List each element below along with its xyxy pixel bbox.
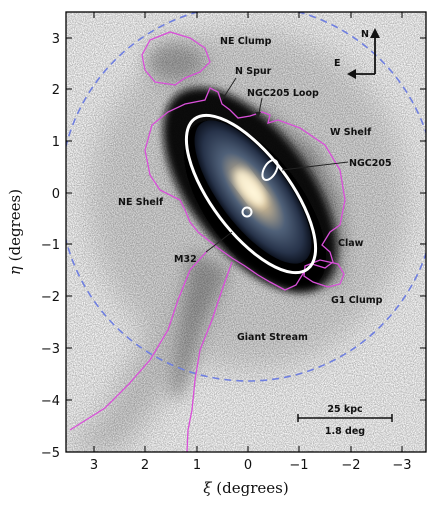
disk-ellipse: [184, 113, 318, 275]
y-tick-label: 1: [52, 135, 60, 150]
label-g1-clump: G1 Clump: [331, 295, 383, 306]
y-tick-label: −2: [41, 290, 60, 305]
g1-clump-contour: [303, 259, 345, 288]
x-tick-label: −3: [392, 458, 411, 473]
label-w-shelf: W Shelf: [330, 127, 372, 138]
x-tick-labels: 3 2 1 0 −1 −2 −3: [90, 458, 412, 473]
y-tick-label: 0: [52, 187, 60, 202]
y-tick-label: −4: [41, 394, 60, 409]
compass: N E: [334, 28, 380, 79]
galaxy-disk-image: [194, 120, 312, 264]
compass-east: E: [334, 58, 341, 69]
scale-angle: 1.8 deg: [325, 426, 365, 437]
label-pointers: [205, 77, 349, 253]
x-tick-label: 0: [244, 458, 252, 473]
x-tick-label: −1: [289, 458, 308, 473]
x-tick-label: 1: [193, 458, 201, 473]
x-axis-label: ξ (degrees): [203, 479, 288, 497]
y-tick-label: −3: [41, 342, 60, 357]
y-tick-label: 3: [52, 32, 60, 47]
y-axis-label: η (degrees): [6, 189, 24, 275]
ngc205-ellipse: [261, 159, 279, 181]
scale-distance: 25 kpc: [327, 404, 362, 415]
label-ngc205: NGC205: [349, 158, 392, 169]
label-giant-stream: Giant Stream: [237, 332, 308, 343]
star-density-map: [66, 12, 426, 452]
y-tick-label: 2: [52, 83, 60, 98]
axis-ticks: [66, 12, 426, 453]
x-tick-label: −2: [341, 458, 360, 473]
plot-frame: [65, 11, 427, 453]
x-tick-label: 3: [90, 458, 98, 473]
label-ne-shelf: NE Shelf: [118, 197, 164, 208]
label-m32: M32: [174, 254, 197, 265]
y-tick-label: −1: [41, 238, 60, 253]
compass-north: N: [361, 29, 369, 40]
ne-clump-contour: [141, 31, 211, 86]
label-claw: Claw: [338, 238, 364, 249]
x-tick-label: 2: [141, 458, 149, 473]
giant-stream-contour: [69, 249, 233, 452]
label-n-spur: N Spur: [235, 66, 272, 77]
label-ngc205-loop: NGC205 Loop: [247, 88, 319, 99]
m32-circle: [241, 206, 253, 218]
scale-bar: 25 kpc 1.8 deg: [297, 404, 393, 437]
label-ne-clump: NE Clump: [220, 36, 272, 47]
y-tick-label: −5: [41, 446, 60, 461]
y-tick-labels: 3 2 1 0 −1 −2 −3 −4 −5: [41, 32, 60, 461]
